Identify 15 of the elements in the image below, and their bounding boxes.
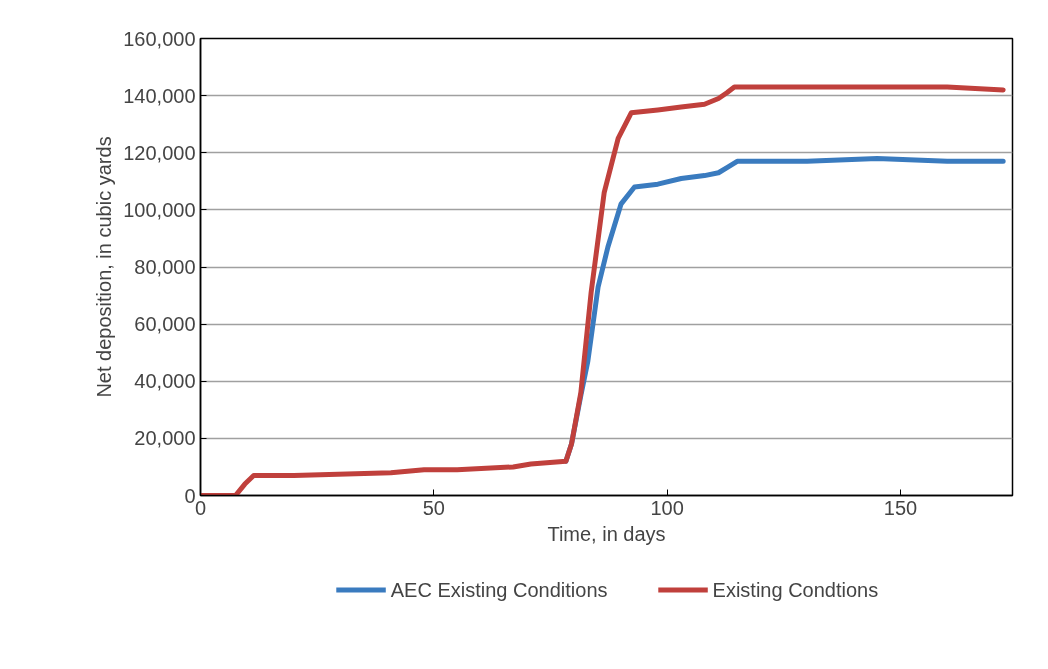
x-tick-label: 100 [650, 496, 684, 519]
x-tick-label: 50 [422, 496, 445, 519]
y-tick-label: 140,000 [123, 84, 196, 107]
y-tick-label: 100,000 [123, 198, 196, 221]
y-axis-title: Net deposition, in cubic yards [93, 136, 116, 398]
y-tick-label: 20,000 [134, 427, 196, 450]
x-axis-title: Time, in days [547, 522, 666, 545]
legend-label: Existing Condtions [712, 578, 879, 601]
x-tick-label: 150 [883, 496, 918, 519]
y-tick-label: 160,000 [123, 27, 196, 50]
y-tick-label: 120,000 [123, 141, 196, 164]
y-tick-label: 40,000 [134, 370, 196, 393]
legend-label: AEC Existing Conditions [390, 578, 608, 601]
y-tick-label: 60,000 [134, 313, 196, 336]
y-tick-label: 80,000 [134, 256, 196, 278]
